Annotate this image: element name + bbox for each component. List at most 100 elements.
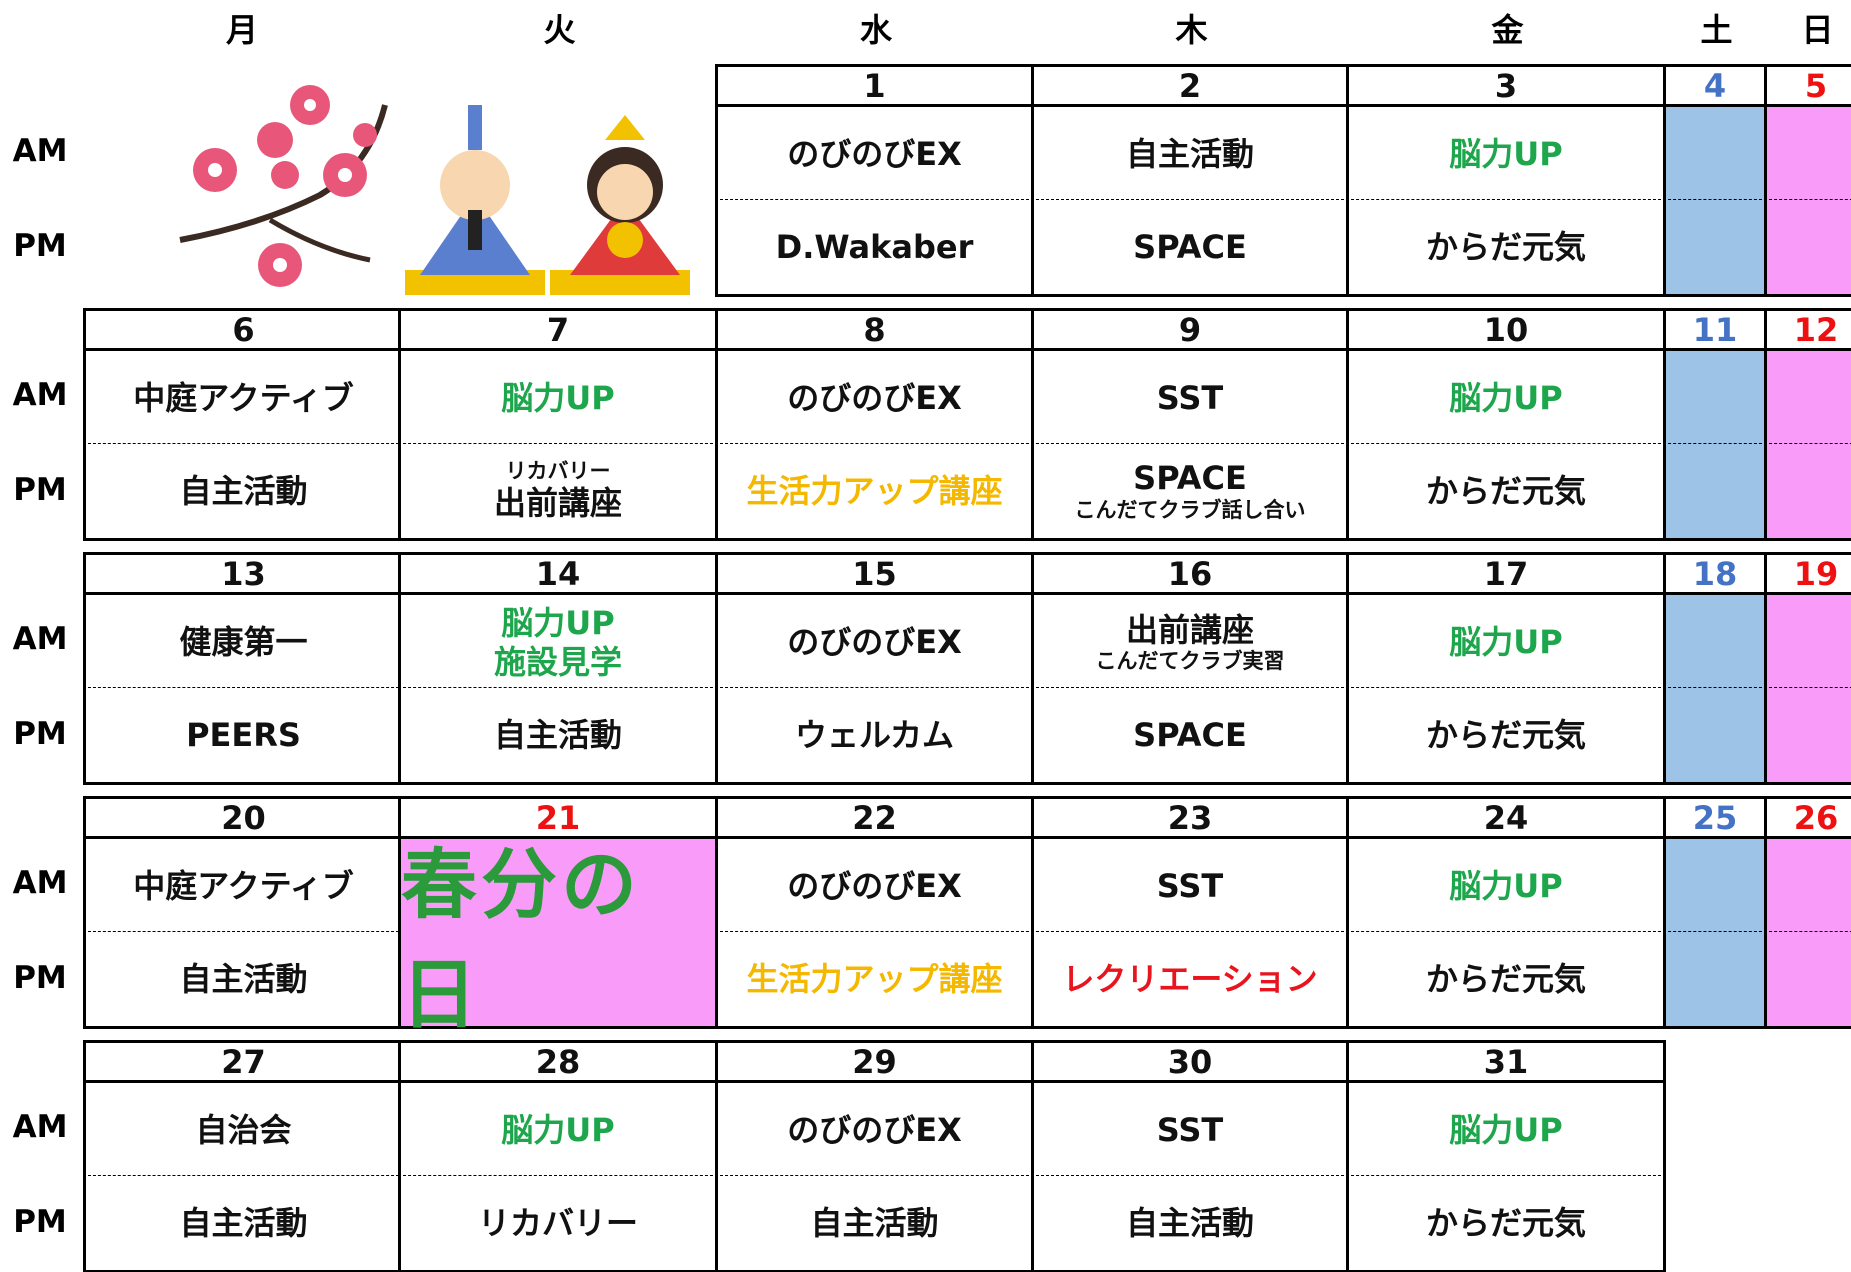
am-cell: のびのびEX	[715, 348, 1034, 446]
activity: 自主活動	[810, 1203, 939, 1242]
activity: PEERS	[186, 715, 301, 754]
pm-cell	[1764, 443, 1851, 541]
slot-note: こんだてクラブ話し合い	[1074, 497, 1306, 522]
weekday-label: 金	[1491, 11, 1524, 49]
pm-cell	[1764, 687, 1851, 785]
pm-cell: 自主活動	[83, 1175, 404, 1272]
am-cell: 脳力UP	[1346, 104, 1666, 202]
activity: SST	[1156, 867, 1224, 906]
pm-cell: からだ元気	[1346, 199, 1666, 297]
slot-note: こんだてクラブ実習	[1095, 649, 1285, 674]
date-cell: 23	[1031, 796, 1349, 839]
activity: からだ元気	[1425, 227, 1586, 266]
pm-cell: SPACE	[1031, 199, 1349, 297]
date-number: 29	[852, 1042, 897, 1081]
am-cell: 中庭アクティブ	[83, 348, 404, 446]
am-cell	[1764, 592, 1851, 690]
activity: 自主活動	[179, 471, 308, 510]
date-number: 13	[221, 554, 266, 593]
activity: からだ元気	[1425, 715, 1586, 754]
date-cell: 1	[715, 64, 1034, 107]
activity: からだ元気	[1425, 1203, 1586, 1242]
date-number: 25	[1692, 798, 1738, 837]
date-number: 26	[1793, 798, 1839, 837]
date-cell: 9	[1031, 308, 1349, 351]
activity: 健康第一	[179, 623, 308, 662]
date-cell: 15	[715, 552, 1034, 595]
date-cell: 4	[1663, 64, 1767, 107]
date-number: 12	[1793, 310, 1839, 349]
date-number: 3	[1494, 66, 1518, 105]
date-cell: 7	[398, 308, 718, 351]
date-number: 22	[852, 798, 897, 837]
date-cell: 12	[1764, 308, 1851, 351]
date-number: 17	[1483, 554, 1529, 593]
weekday-label: 月	[225, 11, 258, 49]
date-number: 30	[1167, 1042, 1213, 1081]
am-cell: 脳力UP	[398, 1080, 718, 1178]
date-cell: 16	[1031, 552, 1349, 595]
date-cell: 25	[1663, 796, 1767, 839]
date-number: 15	[852, 554, 897, 593]
pm-label: PM	[13, 960, 67, 996]
activity: 自主活動	[1125, 1203, 1254, 1242]
pm-cell	[1764, 931, 1851, 1029]
activity: SPACE	[1133, 227, 1247, 266]
activity: 脳力UP	[1449, 135, 1563, 174]
date-cell: 8	[715, 308, 1034, 351]
date-cell: 10	[1346, 308, 1666, 351]
pm-cell: ウェルカム	[715, 687, 1034, 785]
date-cell: 30	[1031, 1040, 1349, 1083]
activity: SPACE	[1133, 459, 1247, 498]
date-cell: 17	[1346, 552, 1666, 595]
activity: のびのびEX	[787, 135, 962, 174]
date-number: 16	[1167, 554, 1213, 593]
activity: からだ元気	[1425, 471, 1586, 510]
pm-cell: 自主活動	[715, 1175, 1034, 1272]
activity: リカバリー	[477, 1203, 638, 1242]
date-cell: 31	[1346, 1040, 1666, 1083]
pm-cell: 自主活動	[398, 687, 718, 785]
activity: 自主活動	[1125, 135, 1254, 174]
date-number: 7	[546, 310, 570, 349]
pm-cell	[1663, 687, 1767, 785]
date-number: 5	[1804, 66, 1828, 105]
date-number: 4	[1703, 66, 1727, 105]
pm-cell: 自主活動	[83, 443, 404, 541]
pm-cell: からだ元気	[1346, 443, 1666, 541]
am-cell	[1764, 104, 1851, 202]
activity: 生活力アップ講座	[746, 959, 1003, 998]
pm-cell: 自主活動	[83, 931, 404, 1029]
pm-cell: リカバリー 出前講座	[398, 443, 718, 541]
date-number: 28	[535, 1042, 581, 1081]
activity: 脳力UP	[1449, 623, 1563, 662]
activity: 中庭アクティブ	[133, 867, 354, 906]
activity: 自主活動	[493, 715, 622, 754]
date-cell: 11	[1663, 308, 1767, 351]
date-cell: 18	[1663, 552, 1767, 595]
weekday-label: 日	[1801, 11, 1834, 49]
pm-cell: からだ元気	[1346, 931, 1666, 1029]
weekday-label: 木	[1175, 11, 1208, 49]
date-cell: 14	[398, 552, 718, 595]
date-cell: 6	[83, 308, 404, 351]
am-cell: 脳力UP	[398, 348, 718, 446]
date-number: 31	[1483, 1042, 1529, 1081]
date-number: 8	[863, 310, 886, 349]
am-label: AM	[12, 621, 68, 657]
activity: 脳力UP	[1449, 867, 1563, 906]
activity: SPACE	[1133, 715, 1247, 754]
am-label: AM	[12, 377, 68, 413]
date-number: 23	[1167, 798, 1213, 837]
weekday-label: 火	[543, 11, 576, 49]
am-cell	[1663, 836, 1767, 934]
holiday-cell: 春分の日	[398, 836, 718, 1039]
date-number: 9	[1178, 310, 1202, 349]
activity: のびのびEX	[787, 867, 962, 906]
activity: 施設見学	[493, 642, 622, 681]
am-cell: 脳力UP	[1346, 348, 1666, 446]
pm-cell: SPACE こんだてクラブ話し合い	[1031, 443, 1349, 541]
pm-label: PM	[13, 472, 67, 508]
am-cell: のびのびEX	[715, 836, 1034, 934]
activity: のびのびEX	[787, 379, 962, 418]
